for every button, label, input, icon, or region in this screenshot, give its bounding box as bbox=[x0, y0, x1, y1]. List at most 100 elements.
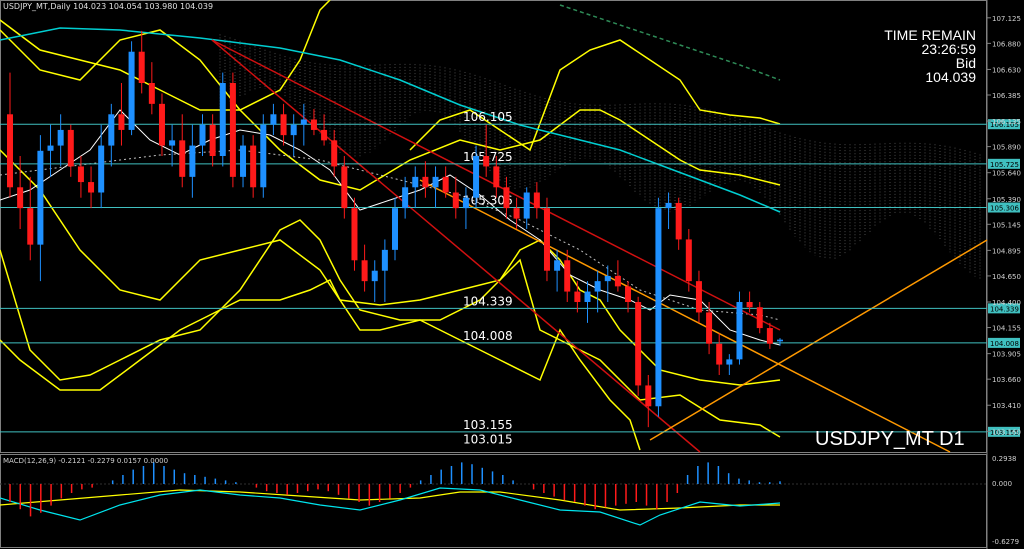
candle-bull bbox=[584, 291, 591, 302]
candle-bear bbox=[331, 140, 338, 167]
candle-bear bbox=[148, 83, 155, 104]
candle-bull bbox=[290, 124, 297, 136]
trend-line-orange-down bbox=[419, 179, 951, 453]
chart-watermark: USDJPY_MT D1 bbox=[815, 428, 965, 450]
candle-bear bbox=[645, 385, 652, 407]
level-tag-label: 106.105 bbox=[990, 121, 1019, 129]
price-tick-label: 103.905 bbox=[992, 351, 1021, 359]
moving-average-short bbox=[0, 109, 781, 346]
symbol-info: USDJPY_MT,Daily 104.023 104.054 103.980 … bbox=[3, 2, 214, 11]
price-tick-label: 104.895 bbox=[992, 247, 1021, 255]
candlesticks bbox=[7, 30, 783, 428]
candle-bear bbox=[88, 182, 95, 193]
info-panel: TIME REMAIN 23:26:59 Bid 104.039 bbox=[884, 28, 976, 84]
candle-bull bbox=[47, 145, 54, 151]
level-tag-label: 104.339 bbox=[990, 305, 1019, 313]
candle-bear bbox=[614, 275, 621, 287]
candle-bear bbox=[442, 176, 449, 193]
candle-bull bbox=[37, 150, 44, 245]
candle-bull bbox=[412, 176, 419, 188]
bid-value: 104.039 bbox=[925, 69, 976, 85]
bollinger-upper-3 bbox=[0, 0, 331, 111]
candle-bull bbox=[219, 83, 226, 156]
price-tick-label: 106.135 bbox=[992, 118, 1021, 126]
price-tick-label: 105.890 bbox=[992, 144, 1021, 152]
candle-bull bbox=[169, 140, 176, 146]
candle-bear bbox=[574, 291, 581, 302]
candle-bear bbox=[179, 140, 186, 177]
level-tag-label: 104.008 bbox=[990, 340, 1019, 348]
candle-bull bbox=[270, 114, 277, 125]
candle-bull bbox=[240, 145, 247, 177]
price-tick-label: 106.880 bbox=[992, 40, 1021, 48]
candle-bear bbox=[138, 51, 145, 83]
price-tick-label: 103.660 bbox=[992, 376, 1021, 384]
main-panel-border bbox=[0, 0, 987, 453]
candle-bear bbox=[746, 302, 753, 308]
candle-bull bbox=[726, 359, 733, 365]
candle-bear bbox=[716, 343, 723, 365]
macd-panel-border bbox=[0, 454, 987, 548]
price-tick-label: 105.390 bbox=[992, 196, 1021, 204]
level-tag-bg bbox=[988, 158, 1020, 169]
macd-signal-line bbox=[0, 489, 780, 511]
candle-bull bbox=[523, 192, 530, 219]
horizontal-levels: 106.105106.105105.725105.725105.306105.3… bbox=[0, 110, 1020, 446]
candle-bull bbox=[98, 145, 105, 193]
candle-bull bbox=[604, 275, 611, 282]
candle-bear bbox=[695, 281, 702, 313]
candle-bear bbox=[483, 156, 490, 167]
candle-bull bbox=[665, 202, 672, 209]
candle-bear bbox=[635, 302, 642, 386]
candle-bear bbox=[675, 202, 682, 240]
price-tick-label: 105.640 bbox=[992, 170, 1021, 178]
candle-bear bbox=[685, 239, 692, 282]
moving-average-200 bbox=[559, 4, 781, 81]
candle-bear bbox=[67, 129, 74, 167]
candle-bear bbox=[533, 192, 540, 209]
level-tag-bg bbox=[988, 426, 1020, 437]
price-axis-labels: 107.125 106.880 106.630 106.385 106.135 105.8… bbox=[987, 15, 1021, 436]
candle-bear bbox=[7, 114, 13, 188]
ichimoku-kijun bbox=[0, 149, 781, 321]
level-tag-label: 105.725 bbox=[990, 161, 1019, 169]
candle-bull bbox=[381, 249, 388, 271]
price-tick-label: 104.400 bbox=[992, 299, 1021, 307]
macd-axis-top: 0.2938 bbox=[992, 455, 1017, 463]
candle-bull bbox=[300, 119, 307, 125]
level-label: 104.008 bbox=[463, 329, 513, 343]
price-tick-label: 106.385 bbox=[992, 92, 1021, 100]
candle-bull bbox=[392, 208, 398, 250]
candle-bear bbox=[493, 166, 500, 188]
candle-bull bbox=[777, 339, 783, 342]
candle-bull bbox=[432, 176, 439, 188]
candle-bull bbox=[462, 197, 469, 209]
trend-lines bbox=[211, 39, 988, 453]
candle-bear bbox=[77, 166, 84, 183]
bollinger-lower-3 bbox=[0, 278, 641, 451]
candle-bull bbox=[189, 145, 196, 177]
candle-bear bbox=[706, 312, 713, 344]
candle-bear bbox=[310, 119, 317, 130]
candle-bull bbox=[108, 114, 115, 146]
bollinger-upper-2 bbox=[409, 39, 781, 152]
macd-main-line bbox=[0, 487, 781, 526]
price-tick-label: 105.145 bbox=[992, 221, 1021, 229]
level-label: 103.015 bbox=[463, 432, 513, 446]
candle-bear bbox=[250, 145, 257, 188]
candle-bull bbox=[260, 124, 267, 188]
candle-bear bbox=[756, 307, 763, 329]
level-tag-label: 105.306 bbox=[990, 205, 1019, 213]
time-remain-label: TIME REMAIN bbox=[884, 27, 976, 43]
price-tick-label: 104.155 bbox=[992, 325, 1021, 333]
trend-line-orange-up bbox=[649, 239, 988, 441]
time-remain-value: 23:26:59 bbox=[921, 41, 977, 57]
candle-bear bbox=[625, 286, 632, 302]
candle-bear bbox=[280, 114, 287, 136]
bid-label: Bid bbox=[955, 55, 976, 71]
macd-axis-bottom: -0.6279 bbox=[992, 538, 1020, 546]
bollinger-lower-2 bbox=[0, 219, 781, 438]
macd-axis-zero: 0.000 bbox=[992, 480, 1013, 488]
candle-bear bbox=[27, 208, 34, 245]
